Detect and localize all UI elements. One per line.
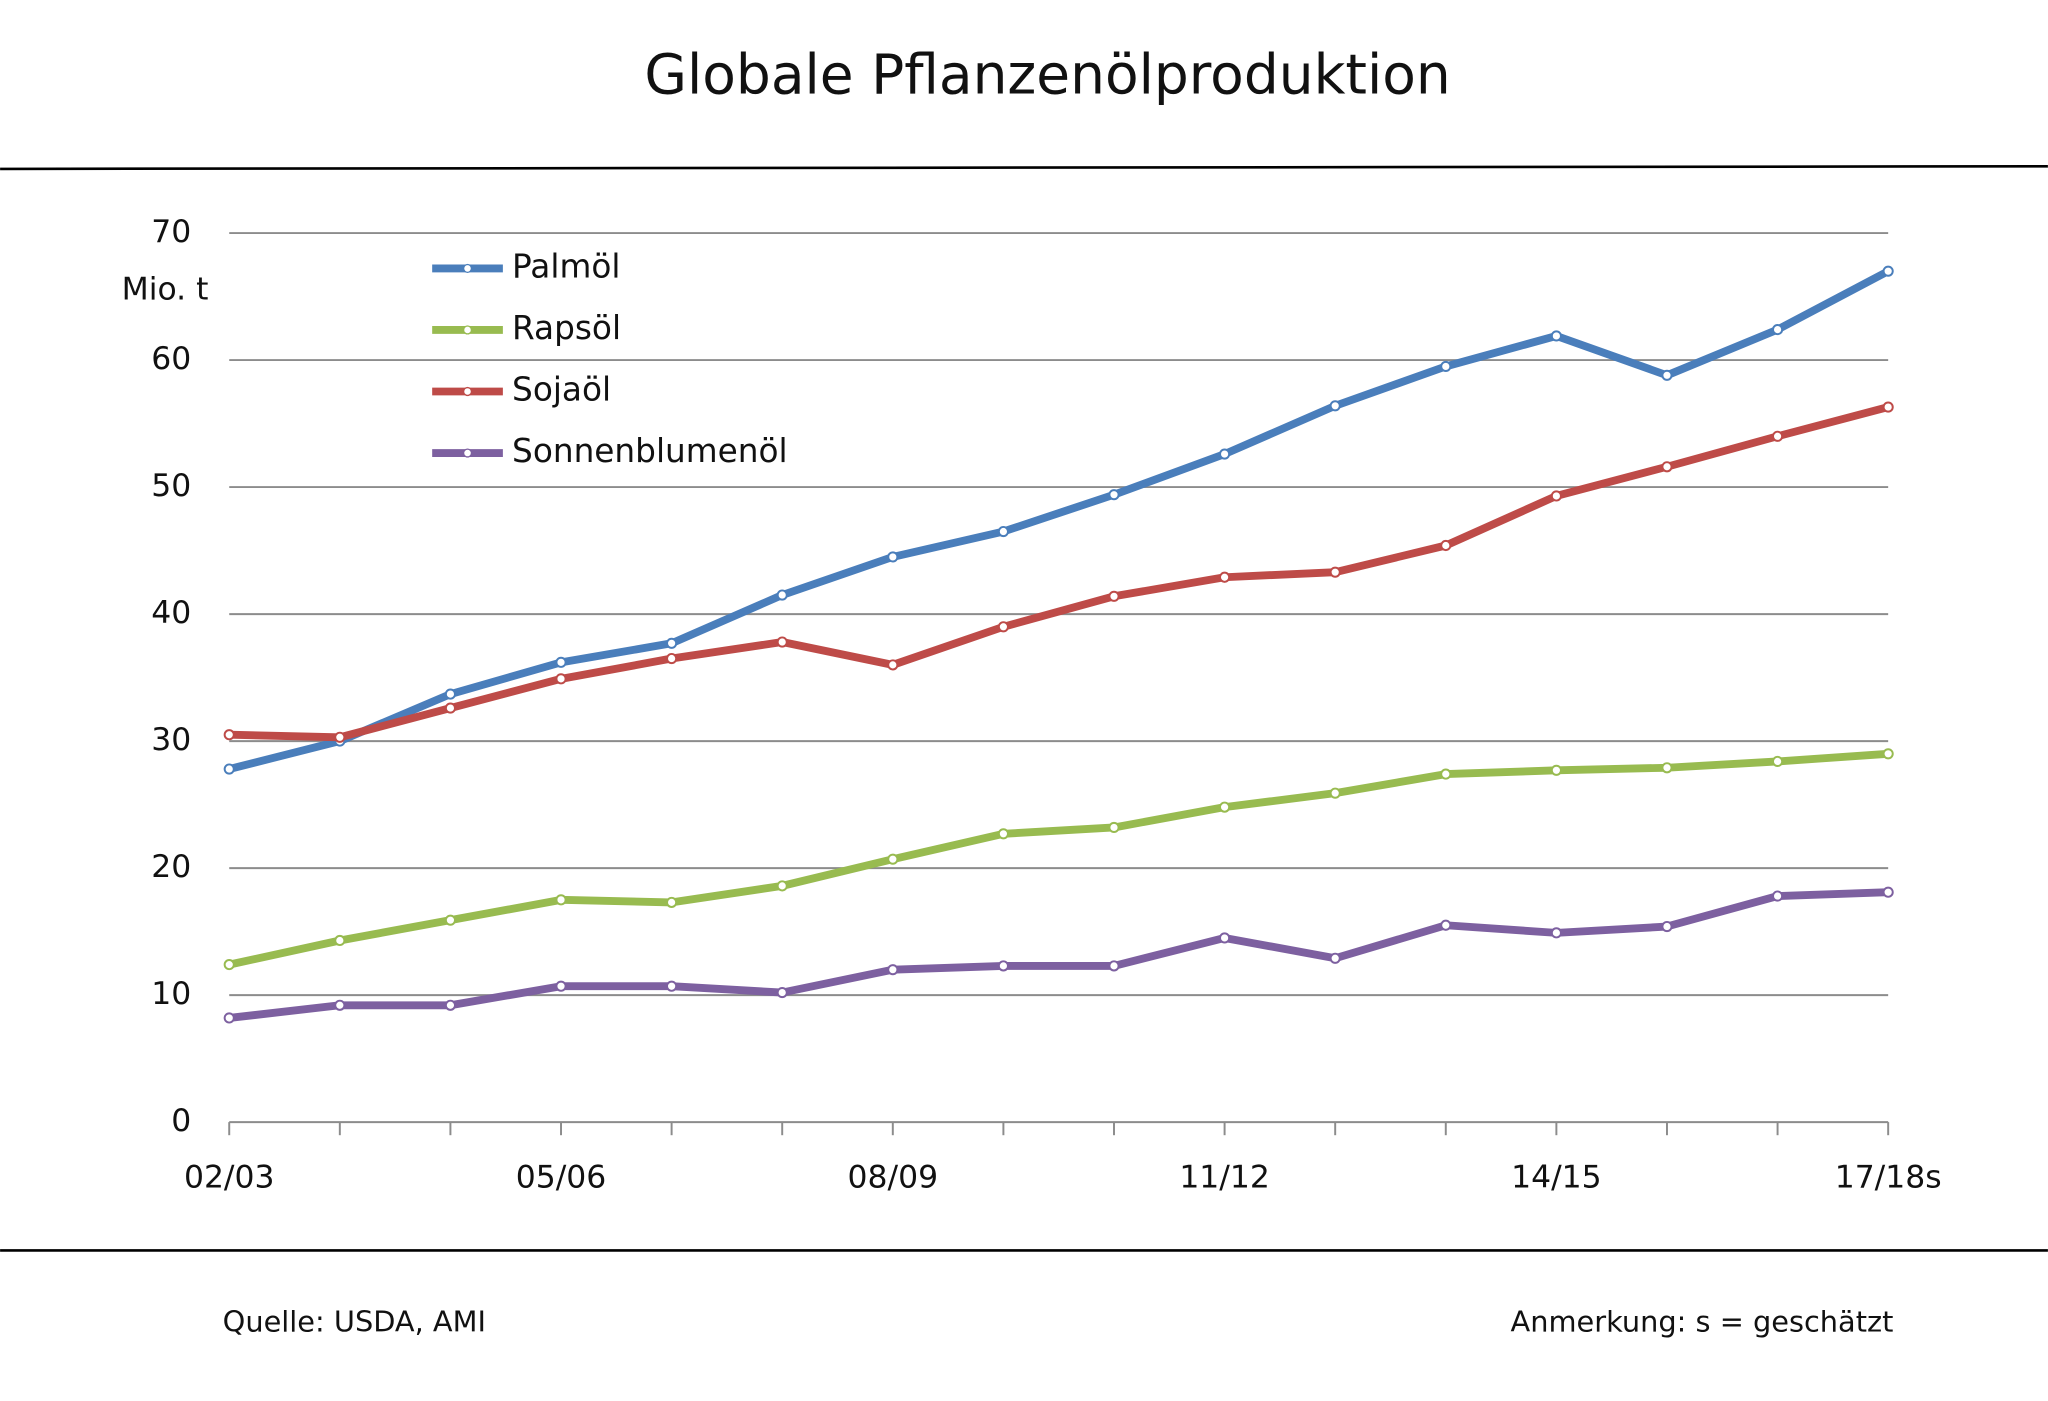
source: Quelle: USDA, AMI: [223, 1305, 486, 1339]
point: [1440, 919, 1452, 931]
y-tick-label: 50: [151, 468, 191, 504]
point: [1108, 590, 1120, 602]
point: [997, 621, 1009, 633]
point: [1661, 920, 1673, 933]
point: [1108, 489, 1120, 501]
series-line: [228, 749, 1889, 969]
point: [1219, 571, 1231, 583]
point: [997, 828, 1009, 840]
x-tick-label: 08/09: [848, 1159, 939, 1195]
point: [223, 959, 235, 971]
point: [555, 980, 567, 992]
point: [1329, 787, 1341, 799]
point: [223, 1012, 235, 1024]
series-line: [228, 888, 1889, 1022]
y-tick-label: 10: [151, 976, 191, 1012]
x-tick-label: 17/18s: [1835, 1159, 1942, 1195]
point: [1108, 960, 1120, 972]
point: [1219, 801, 1231, 813]
point: [666, 980, 678, 992]
point: [334, 731, 346, 743]
point: [1661, 762, 1673, 774]
point: [1772, 890, 1784, 902]
point: [1550, 764, 1562, 776]
chart-title: Globale Pflanzenölproduktion: [644, 43, 1450, 107]
legend-point: [462, 386, 473, 397]
point: [1661, 461, 1673, 473]
point: [1882, 265, 1894, 277]
point: [1882, 748, 1894, 760]
point: [776, 589, 788, 601]
point: [776, 880, 788, 892]
legend-label: Rapsöl: [512, 309, 621, 347]
y-tick-label: 20: [151, 849, 191, 885]
y-tick-label: 0: [171, 1103, 191, 1139]
y-tick-label: 70: [151, 214, 191, 250]
point: [334, 999, 346, 1011]
y-tick-label: 30: [151, 722, 191, 758]
note: Anmerkung: s = geschätzt: [1511, 1305, 1894, 1339]
point: [887, 964, 899, 976]
point: [1440, 539, 1452, 552]
x-tick-label: 11/12: [1179, 1159, 1270, 1195]
series-line: [228, 267, 1891, 773]
point: [444, 702, 456, 714]
legend-point: [462, 325, 473, 335]
y-tick-label: 60: [151, 341, 191, 377]
point: [887, 551, 899, 563]
series-line: [229, 403, 1890, 742]
point: [1550, 927, 1562, 939]
point: [444, 914, 456, 926]
point: [223, 729, 235, 741]
point: [444, 688, 456, 700]
point: [997, 960, 1009, 972]
legend-point: [462, 263, 473, 273]
point: [334, 934, 346, 947]
point: [444, 999, 456, 1011]
legend-label: Sonnenblumenöl: [512, 432, 788, 470]
point: [1329, 566, 1341, 578]
point: [1550, 330, 1562, 342]
point: [555, 656, 567, 668]
point: [1882, 401, 1894, 413]
point: [1550, 490, 1562, 502]
point: [666, 896, 678, 908]
point: [666, 652, 678, 665]
point: [776, 986, 788, 999]
point: [1772, 324, 1784, 336]
point: [887, 853, 899, 865]
point: [1882, 886, 1894, 898]
point: [1440, 768, 1452, 780]
point: [666, 637, 678, 649]
point: [1440, 360, 1452, 372]
point: [887, 659, 899, 671]
y-axis-label: Mio. t: [122, 272, 209, 308]
rule: [0, 164, 2048, 171]
x-tick-label: 14/15: [1511, 1159, 1602, 1195]
point: [1329, 952, 1341, 964]
point: [1219, 448, 1231, 460]
legend-point: [462, 448, 473, 458]
point: [1219, 932, 1231, 944]
point: [776, 636, 788, 648]
point: [1108, 821, 1120, 834]
point: [555, 894, 567, 906]
point: [555, 673, 567, 685]
point: [223, 763, 235, 775]
legend-label: Sojaöl: [512, 370, 611, 408]
x-tick-label: 02/03: [184, 1159, 275, 1195]
point: [1329, 400, 1341, 412]
point: [1661, 369, 1673, 381]
point: [1772, 430, 1784, 442]
point: [1772, 755, 1784, 767]
x-tick-label: 05/06: [516, 1159, 607, 1195]
point: [997, 525, 1009, 538]
legend-label: Palmöl: [512, 247, 620, 285]
y-tick-label: 40: [151, 595, 191, 631]
